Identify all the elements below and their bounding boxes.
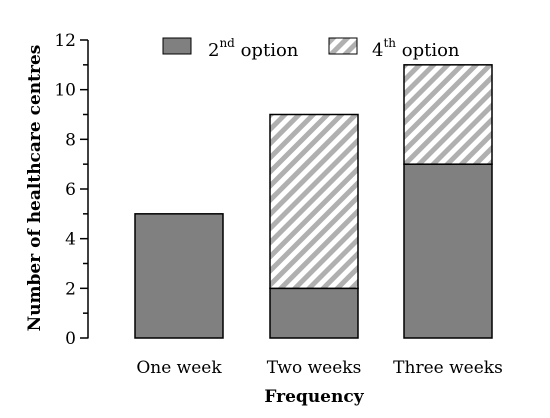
bar-4th-option-three-weeks <box>403 64 493 165</box>
y-tick-label: 12 <box>54 31 76 51</box>
bar-2nd-option-one-week <box>134 213 224 339</box>
y-ticks: 0 2 4 6 8 10 12 <box>54 31 88 349</box>
y-tick-label: 10 <box>54 81 76 101</box>
x-axis-title: Frequency <box>264 387 364 407</box>
legend: 2nd option 4th option <box>162 36 460 61</box>
x-tick-label: Three weeks <box>393 358 503 378</box>
legend-item-4th-option: 4th option <box>328 36 460 61</box>
y-tick-label: 6 <box>65 180 76 200</box>
x-tick-label: One week <box>136 358 222 378</box>
y-tick-label: 8 <box>65 130 76 150</box>
y-tick-label: 2 <box>65 279 76 299</box>
bar-4th-option-two-weeks <box>269 113 359 290</box>
legend-swatch-2nd-option <box>162 37 192 55</box>
y-tick-label: 4 <box>65 230 76 250</box>
bar-2nd-option-three-weeks <box>403 163 493 339</box>
bars <box>134 64 493 339</box>
legend-swatch-4th-option <box>328 37 358 55</box>
bar-2nd-option-two-weeks <box>269 287 359 339</box>
y-axis-title: Number of healthcare centres <box>25 45 45 332</box>
legend-label-4th-option: 4th option <box>372 36 460 61</box>
x-ticks: One week Two weeks Three weeks <box>136 358 502 378</box>
legend-label-2nd-option: 2nd option <box>208 36 299 61</box>
legend-item-2nd-option: 2nd option <box>162 36 299 61</box>
y-tick-label: 0 <box>65 329 76 349</box>
x-tick-label: Two weeks <box>267 358 362 378</box>
